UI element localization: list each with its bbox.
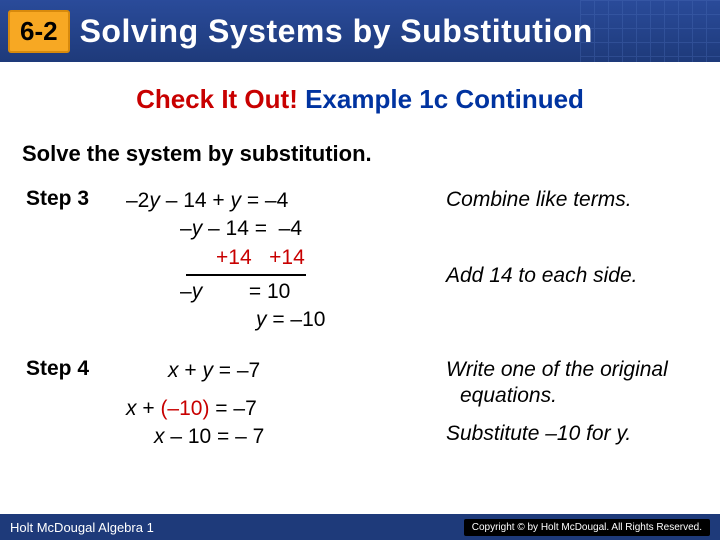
instruction-text: Solve the system by substitution. [22, 141, 720, 167]
step3-line5: y = –10 [126, 306, 446, 334]
check-it-out-label: Check It Out! [136, 84, 298, 114]
footer-bar: Holt McDougal Algebra 1 Copyright © by H… [0, 514, 720, 540]
step3-hint1: Combine like terms. [446, 187, 637, 213]
step3-hints: Combine like terms. Add 14 to each side. [446, 187, 637, 290]
step4-row: Step 4 x + y = –7 x + (–10) = –7 x – 10 … [26, 357, 720, 452]
header-grid-decoration [580, 0, 720, 62]
step3-row: Step 3 –2y – 14 + y = –4 –y – 14 = –4 +1… [26, 187, 720, 335]
footer-left-text: Holt McDougal Algebra 1 [10, 520, 154, 535]
step4-label: Step 4 [26, 357, 126, 381]
step3-line4: –y = 10 [126, 278, 446, 306]
step4-line3: x – 10 = – 7 [126, 423, 446, 451]
section-badge: 6-2 [8, 10, 70, 53]
header-title: Solving Systems by Substitution [80, 13, 593, 50]
step4-math: x + y = –7 x + (–10) = –7 x – 10 = – 7 [126, 357, 446, 452]
step3-underline [186, 274, 306, 276]
content-area: Step 3 –2y – 14 + y = –4 –y – 14 = –4 +1… [26, 187, 720, 452]
example-label: Example 1c Continued [298, 84, 584, 114]
step4-hint2: Substitute –10 for y. [446, 421, 720, 447]
step3-line3: +14 +14 [126, 244, 446, 272]
footer-copyright: Copyright © by Holt McDougal. All Rights… [464, 519, 710, 536]
header-bar: 6-2 Solving Systems by Substitution [0, 0, 720, 62]
step3-hint2: Add 14 to each side. [446, 263, 637, 289]
step4-hint1: Write one of the original equations. [446, 357, 720, 410]
step3-line2: –y – 14 = –4 [126, 215, 446, 243]
subheader: Check It Out! Example 1c Continued [0, 84, 720, 115]
step3-label: Step 3 [26, 187, 126, 211]
step4-hints: Write one of the original equations. Sub… [446, 357, 720, 448]
step3-line1: –2y – 14 + y = –4 [126, 187, 446, 215]
step3-math: –2y – 14 + y = –4 –y – 14 = –4 +14 +14 –… [126, 187, 446, 335]
step4-line1: x + y = –7 [126, 357, 446, 385]
step4-line2: x + (–10) = –7 [126, 395, 446, 423]
